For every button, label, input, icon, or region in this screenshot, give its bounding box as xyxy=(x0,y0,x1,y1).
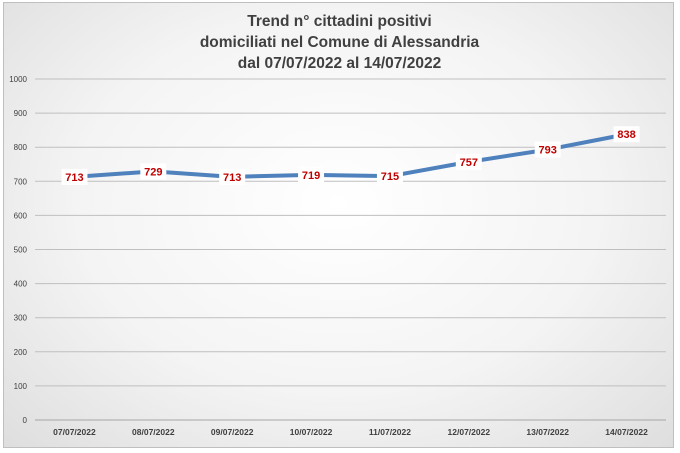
y-tick-label: 1000 xyxy=(9,75,27,84)
chart-title: Trend n° cittadini positivi domiciliati … xyxy=(4,11,675,74)
data-label-text: 793 xyxy=(539,145,557,157)
x-tick-label: 13/07/2022 xyxy=(526,427,569,437)
y-tick-label: 0 xyxy=(23,416,28,425)
data-label-text: 757 xyxy=(460,157,478,169)
data-label: 838 xyxy=(613,126,640,143)
data-label-box xyxy=(298,166,325,183)
y-tick-label: 700 xyxy=(14,177,28,186)
data-label: 715 xyxy=(376,168,403,185)
x-tick-label: 14/07/2022 xyxy=(605,427,648,437)
data-label-box xyxy=(534,141,561,158)
x-axis-ticks: 07/07/2022 08/07/2022 09/07/2022 10/07/2022… xyxy=(53,427,648,437)
chart-frame: Trend n° cittadini positivi domiciliati … xyxy=(3,2,674,448)
y-tick-label: 200 xyxy=(14,348,28,357)
x-tick-label: 11/07/2022 xyxy=(369,427,411,437)
y-tick-label: 600 xyxy=(14,211,28,220)
data-labels: 713 729 713 719 715 757 793 838 xyxy=(61,126,640,185)
y-tick-label: 800 xyxy=(14,143,28,152)
data-label: 719 xyxy=(298,166,325,183)
y-tick-label: 300 xyxy=(14,314,28,323)
data-label-text: 713 xyxy=(223,172,241,184)
data-label: 729 xyxy=(140,163,167,180)
y-tick-label: 100 xyxy=(14,382,28,391)
chart-title-line-2: domiciliati nel Comune di Alessandria xyxy=(199,34,480,51)
x-tick-label: 07/07/2022 xyxy=(53,427,96,437)
series-line xyxy=(72,132,629,179)
data-label-text: 838 xyxy=(617,129,635,141)
chart-title-line-1: Trend n° cittadini positivi xyxy=(247,13,432,30)
y-tick-label: 900 xyxy=(14,109,28,118)
data-label: 757 xyxy=(455,153,482,170)
data-label-box xyxy=(455,153,482,170)
data-label-text: 715 xyxy=(381,171,399,183)
data-label-box xyxy=(613,126,640,143)
data-label: 793 xyxy=(534,141,561,158)
chart-title-line-3: dal 07/07/2022 al 14/07/2022 xyxy=(237,55,442,72)
data-label-text: 713 xyxy=(65,172,83,184)
y-tick-label: 500 xyxy=(14,246,28,255)
data-label-text: 719 xyxy=(302,170,320,182)
series-line-group xyxy=(72,132,629,179)
x-tick-label: 09/07/2022 xyxy=(211,427,254,437)
data-label-box xyxy=(140,163,167,180)
y-axis-ticks: 0 100 200 300 400 500 600 700 800 900 1000 xyxy=(9,75,27,425)
data-label-box xyxy=(376,168,403,185)
data-label-box xyxy=(219,168,246,185)
data-label-box xyxy=(61,168,88,185)
grid-lines xyxy=(35,78,666,421)
data-label: 713 xyxy=(61,168,88,185)
data-label: 713 xyxy=(219,168,246,185)
y-tick-label: 400 xyxy=(14,280,28,289)
data-label-text: 729 xyxy=(144,166,162,178)
x-tick-label: 12/07/2022 xyxy=(448,427,491,437)
x-tick-label: 08/07/2022 xyxy=(132,427,175,437)
x-tick-label: 10/07/2022 xyxy=(290,427,333,437)
